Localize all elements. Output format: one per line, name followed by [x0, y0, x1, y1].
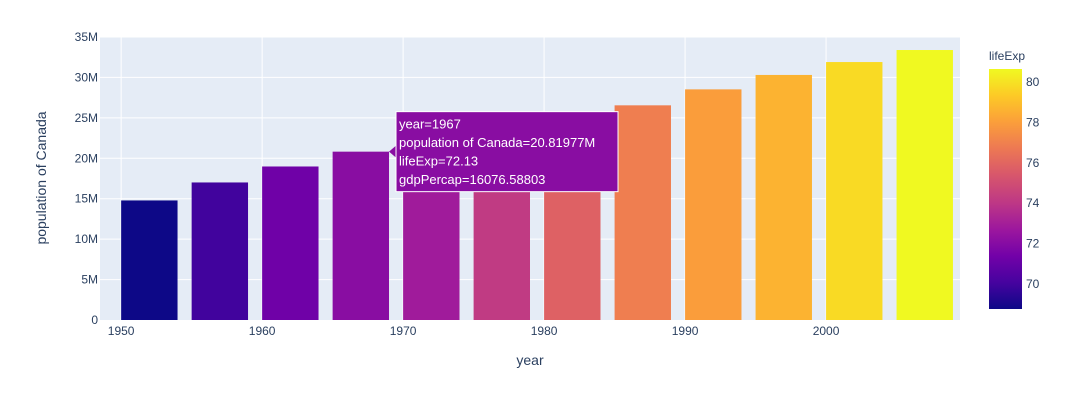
colorbar-tick-labels: 70 72 74 76 78 80 [1026, 75, 1040, 291]
x-axis-title: year [516, 352, 544, 368]
y-tick-label: 0 [91, 313, 98, 327]
x-tick-label: 1990 [672, 324, 699, 338]
colorbar-tick-label: 70 [1026, 277, 1040, 291]
x-tick-label: 2000 [813, 324, 840, 338]
colorbar-tick-label: 76 [1026, 156, 1040, 170]
colorbar-tick-label: 80 [1026, 75, 1040, 89]
colorbar: lifeExp 70 72 74 76 78 80 [989, 49, 1040, 309]
colorbar-tick-label: 72 [1026, 236, 1040, 250]
y-tick-label: 15M [75, 192, 98, 206]
y-axis-title: population of Canada [33, 111, 49, 244]
colorbar-gradient [989, 69, 1022, 309]
y-tick-label: 25M [75, 111, 98, 125]
colorbar-tick-label: 74 [1026, 196, 1040, 210]
x-tick-labels: 1950 1960 1970 1980 1990 2000 [108, 324, 840, 338]
tooltip-line: population of Canada=20.81977M [399, 135, 595, 150]
x-tick-label: 1970 [390, 324, 417, 338]
bars-group [121, 50, 953, 321]
bar[interactable] [685, 89, 742, 320]
y-tick-labels: 0 5M 10M 15M 20M 25M 30M 35M [75, 30, 99, 327]
y-tick-label: 10M [75, 232, 98, 246]
colorbar-tick-label: 78 [1026, 115, 1040, 129]
y-tick-label: 5M [81, 273, 98, 287]
bar[interactable] [614, 105, 671, 320]
bar[interactable] [191, 182, 249, 320]
y-tick-label: 30M [75, 70, 98, 84]
bar[interactable] [262, 166, 319, 320]
bar[interactable] [896, 50, 953, 321]
x-tick-label: 1980 [531, 324, 558, 338]
hover-tooltip: year=1967 population of Canada=20.81977M l… [389, 111, 619, 193]
y-tick-label: 35M [75, 30, 98, 44]
x-tick-label: 1950 [108, 324, 135, 338]
tooltip-line: lifeExp=72.13 [399, 154, 478, 169]
tooltip-line: year=1967 [399, 117, 461, 132]
bar[interactable] [121, 200, 178, 320]
bar[interactable] [826, 62, 883, 321]
tooltip-line: gdpPercap=16076.58803 [399, 172, 545, 187]
x-tick-label: 1960 [249, 324, 276, 338]
bar[interactable] [755, 74, 812, 320]
tooltip-box [395, 111, 619, 193]
tooltip-pointer [389, 145, 397, 158]
colorbar-title: lifeExp [989, 49, 1025, 63]
bar[interactable] [332, 151, 390, 320]
y-tick-label: 20M [75, 151, 98, 165]
